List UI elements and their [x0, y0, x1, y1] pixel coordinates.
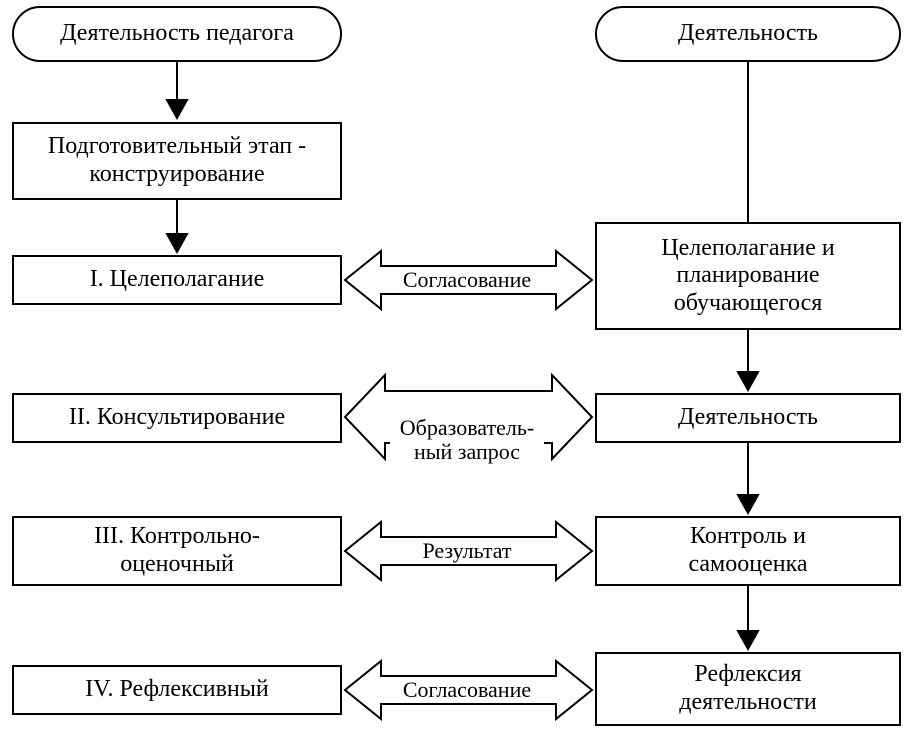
box-prep-text: Подготовительный этап - конструирование: [22, 133, 332, 188]
box-rgoal-text: Целеполагание и планирование обучающегос…: [605, 235, 891, 318]
box-rgoal: Целеполагание и планирование обучающегос…: [595, 222, 901, 330]
connector-label-2-text: Образователь- ный запрос: [400, 415, 534, 464]
box-goal: I. Целеполагание: [12, 255, 342, 305]
box-refl-text: IV. Рефлексивный: [85, 676, 269, 704]
box-rctrl-text: Контроль и самооценка: [688, 523, 807, 578]
connector-label-2: Образователь- ный запрос: [390, 392, 544, 465]
diagram-canvas: Деятельность педагога Деятельность Подго…: [0, 0, 914, 750]
box-ract-text: Деятельность: [678, 404, 818, 432]
box-rrefl: Рефлексия деятельности: [595, 652, 901, 726]
box-ctrl: III. Контрольно- оценочный: [12, 516, 342, 586]
header-right-text: Деятельность: [678, 20, 818, 48]
box-ract: Деятельность: [595, 393, 901, 443]
box-rrefl-text: Рефлексия деятельности: [679, 661, 816, 716]
box-cons: II. Консультирование: [12, 393, 342, 443]
box-prep: Подготовительный этап - конструирование: [12, 122, 342, 200]
connector-label-3-text: Результат: [422, 538, 511, 563]
header-left: Деятельность педагога: [12, 6, 342, 62]
box-rctrl: Контроль и самооценка: [595, 516, 901, 586]
connector-label-4-text: Согласование: [403, 677, 531, 702]
box-refl: IV. Рефлексивный: [12, 665, 342, 715]
connector-label-1: Согласование: [397, 268, 537, 292]
arrow-layer: [0, 0, 914, 750]
box-goal-text: I. Целеполагание: [90, 266, 265, 294]
header-right: Деятельность: [595, 6, 901, 62]
box-cons-text: II. Консультирование: [69, 404, 285, 432]
connector-label-3: Результат: [412, 539, 522, 563]
header-left-text: Деятельность педагога: [60, 20, 294, 48]
box-ctrl-text: III. Контрольно- оценочный: [94, 523, 260, 578]
connector-label-4: Согласование: [397, 678, 537, 702]
connector-label-1-text: Согласование: [403, 267, 531, 292]
